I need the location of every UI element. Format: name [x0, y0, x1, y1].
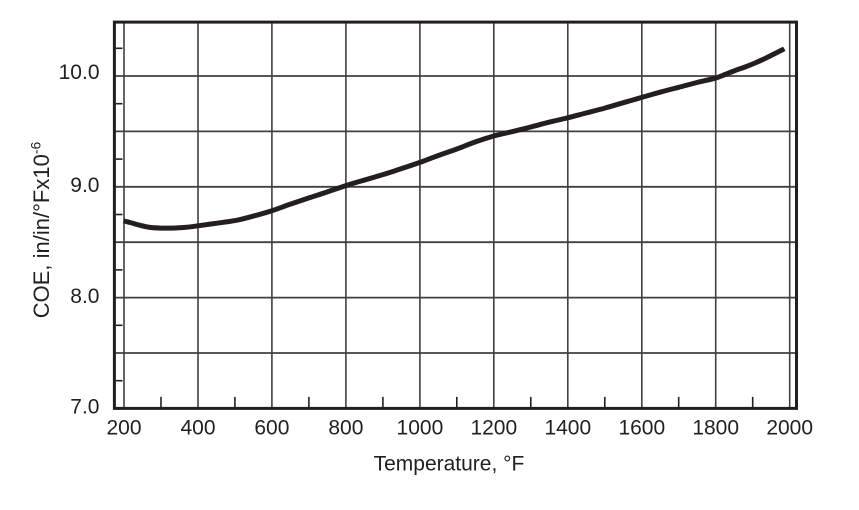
- svg-text:800: 800: [328, 417, 363, 440]
- svg-text:1000: 1000: [397, 417, 444, 440]
- svg-text:600: 600: [254, 417, 289, 440]
- svg-text:400: 400: [180, 417, 215, 440]
- svg-text:Temperature, °F: Temperature, °F: [374, 453, 525, 476]
- svg-text:9.0: 9.0: [70, 174, 99, 197]
- svg-text:COE, in/in/°Fx10-6: COE, in/in/°Fx10-6: [28, 142, 55, 319]
- svg-text:10.0: 10.0: [59, 61, 100, 84]
- svg-text:1600: 1600: [618, 417, 665, 440]
- svg-text:2000: 2000: [766, 417, 813, 440]
- svg-text:200: 200: [106, 417, 141, 440]
- svg-text:1200: 1200: [470, 417, 517, 440]
- svg-text:1400: 1400: [544, 417, 591, 440]
- svg-text:8.0: 8.0: [70, 285, 99, 308]
- svg-text:7.0: 7.0: [70, 396, 99, 419]
- svg-text:1800: 1800: [692, 417, 739, 440]
